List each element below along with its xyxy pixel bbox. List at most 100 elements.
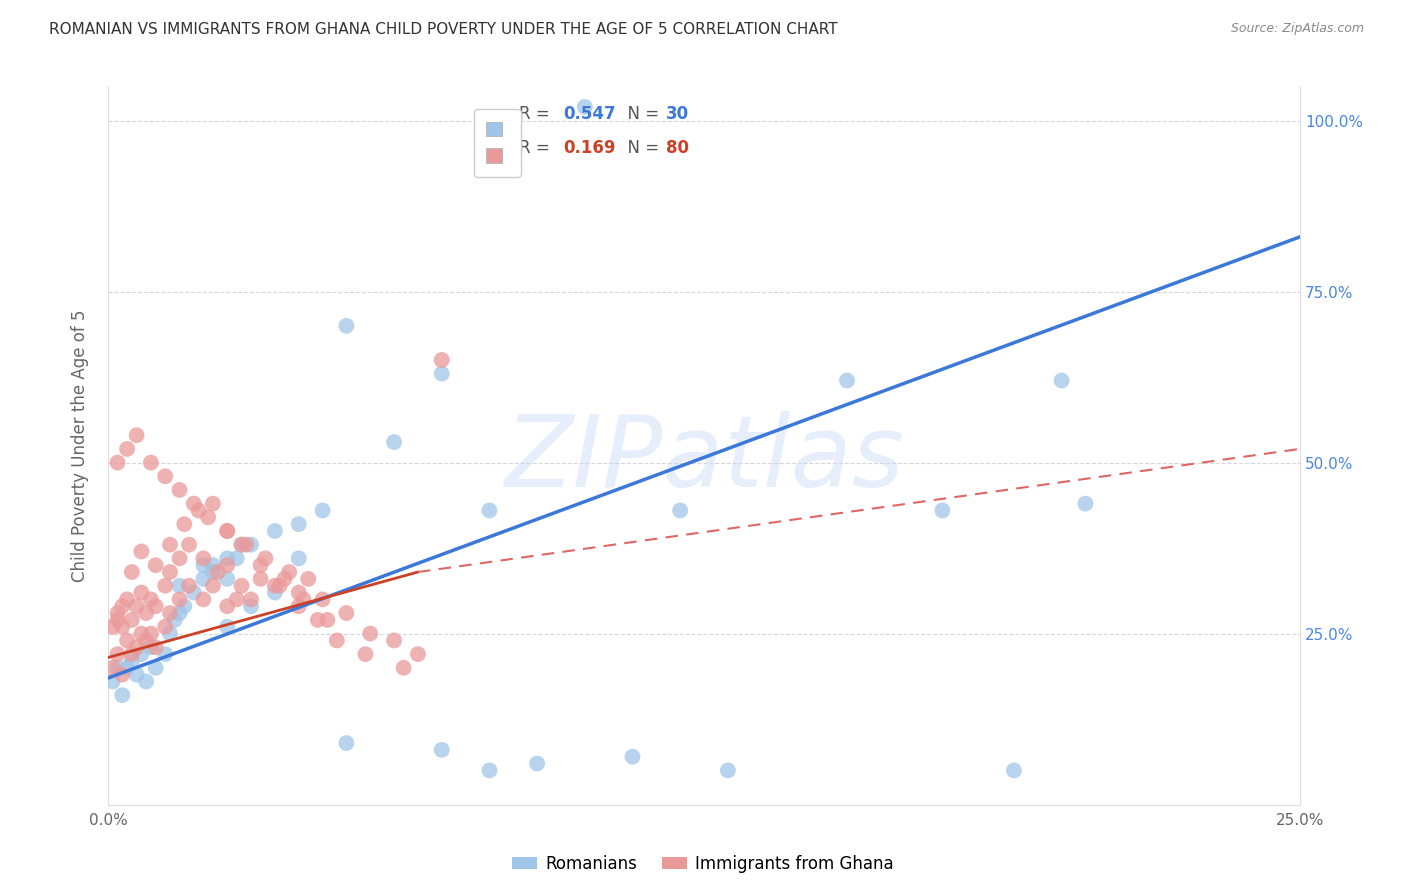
Point — [163, 613, 186, 627]
Point — [131, 585, 153, 599]
Point — [125, 667, 148, 681]
Point — [217, 551, 239, 566]
Point — [107, 613, 129, 627]
Point — [292, 592, 315, 607]
Point — [169, 606, 191, 620]
Point — [121, 613, 143, 627]
Point — [217, 524, 239, 538]
Text: ROMANIAN VS IMMIGRANTS FROM GHANA CHILD POVERTY UNDER THE AGE OF 5 CORRELATION C: ROMANIAN VS IMMIGRANTS FROM GHANA CHILD … — [49, 22, 838, 37]
Point — [297, 572, 319, 586]
Point — [316, 613, 339, 627]
Point — [125, 640, 148, 655]
Point — [115, 661, 138, 675]
Point — [231, 579, 253, 593]
Point — [101, 674, 124, 689]
Point — [145, 599, 167, 614]
Point — [287, 599, 309, 614]
Point — [382, 435, 405, 450]
Point — [307, 613, 329, 627]
Point — [139, 592, 162, 607]
Point — [101, 661, 124, 675]
Point — [835, 374, 858, 388]
Point — [240, 538, 263, 552]
Point — [264, 585, 287, 599]
Text: 30: 30 — [666, 104, 689, 123]
Point — [135, 606, 157, 620]
Point — [235, 538, 257, 552]
Point — [115, 442, 138, 456]
Text: 80: 80 — [666, 139, 689, 157]
Point — [193, 551, 215, 566]
Point — [187, 503, 209, 517]
Point — [145, 558, 167, 573]
Point — [269, 579, 291, 593]
Point — [173, 517, 195, 532]
Point — [574, 100, 596, 114]
Point — [231, 538, 253, 552]
Point — [430, 367, 453, 381]
Point — [135, 633, 157, 648]
Point — [111, 620, 134, 634]
Point — [183, 497, 205, 511]
Point — [217, 620, 239, 634]
Text: R =: R = — [519, 104, 555, 123]
Point — [931, 503, 953, 517]
Point — [406, 647, 429, 661]
Point — [254, 551, 277, 566]
Point — [217, 558, 239, 573]
Point — [139, 626, 162, 640]
Point — [264, 524, 287, 538]
Point — [125, 428, 148, 442]
Point — [717, 764, 740, 778]
Point — [131, 647, 153, 661]
Point — [1074, 497, 1097, 511]
Point — [159, 538, 181, 552]
Text: 0.169: 0.169 — [564, 139, 616, 157]
Point — [287, 551, 309, 566]
Point — [169, 483, 191, 497]
Point — [121, 647, 143, 661]
Point — [177, 538, 200, 552]
Text: Source: ZipAtlas.com: Source: ZipAtlas.com — [1230, 22, 1364, 36]
Point — [231, 538, 253, 552]
Point — [430, 353, 453, 368]
Point — [201, 579, 224, 593]
Point — [131, 626, 153, 640]
Point — [193, 558, 215, 573]
Point — [169, 551, 191, 566]
Point — [478, 503, 501, 517]
Point — [217, 524, 239, 538]
Point — [115, 592, 138, 607]
Point — [526, 756, 548, 771]
Point — [101, 620, 124, 634]
Point — [287, 517, 309, 532]
Point — [225, 592, 247, 607]
Point — [155, 647, 177, 661]
Point — [240, 599, 263, 614]
Point — [201, 558, 224, 573]
Point — [207, 565, 229, 579]
Point — [107, 661, 129, 675]
Point — [107, 606, 129, 620]
Text: R =: R = — [519, 139, 555, 157]
Point — [335, 606, 357, 620]
Text: ZIPatlas: ZIPatlas — [505, 411, 904, 508]
Point — [278, 565, 301, 579]
Point — [193, 592, 215, 607]
Point — [173, 599, 195, 614]
Point — [139, 640, 162, 655]
Point — [145, 661, 167, 675]
Point — [177, 579, 200, 593]
Point — [264, 579, 287, 593]
Point — [217, 572, 239, 586]
Point — [225, 551, 247, 566]
Point — [169, 579, 191, 593]
Point — [311, 503, 333, 517]
Point — [121, 654, 143, 668]
Point — [131, 544, 153, 558]
Point — [335, 736, 357, 750]
Point — [115, 633, 138, 648]
Legend: , : , — [474, 109, 520, 177]
Point — [139, 456, 162, 470]
Point — [107, 647, 129, 661]
